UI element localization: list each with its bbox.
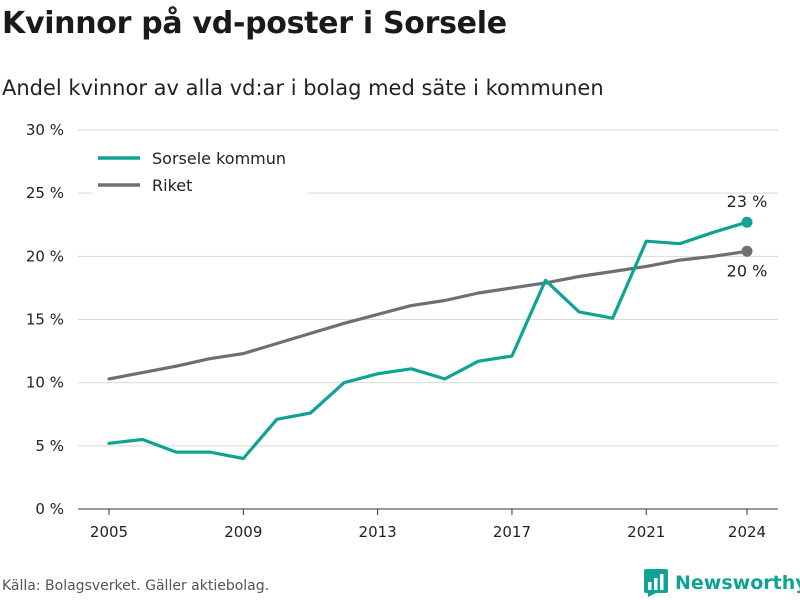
bar-chart-logo-icon <box>644 569 668 597</box>
y-tick-label: 0 % <box>35 500 64 518</box>
legend-box <box>92 146 308 196</box>
x-tick-label: 2013 <box>359 523 397 541</box>
y-tick-label: 30 % <box>26 121 64 139</box>
chart-subtitle: Andel kvinnor av alla vd:ar i bolag med … <box>2 76 604 100</box>
y-tick-label: 10 % <box>26 374 64 392</box>
line-chart: 0 % 5 % 10 % 15 % 20 % 25 % 30 % 2005 2009 2013 20… <box>26 121 778 541</box>
series-line-sorsele <box>107 220 749 461</box>
end-label-sorsele: 23 % <box>727 192 768 211</box>
series-line-riket <box>107 249 749 381</box>
y-tick-label: 25 % <box>26 184 64 202</box>
end-label-riket: 20 % <box>727 261 768 280</box>
x-tick-label: 2005 <box>90 523 128 541</box>
end-point-riket <box>741 245 753 257</box>
legend-label-sorsele: Sorsele kommun <box>152 149 286 168</box>
y-tick-label: 20 % <box>26 247 64 265</box>
x-tick-label: 2021 <box>627 523 665 541</box>
y-tick-label: 5 % <box>35 437 64 455</box>
y-tick-label: 15 % <box>26 311 64 329</box>
legend-label-riket: Riket <box>152 176 192 195</box>
x-tick-label: 2017 <box>493 523 531 541</box>
end-point-sorsele <box>741 216 753 228</box>
brand-logo: Newsworthy <box>644 568 800 598</box>
x-tick-label: 2024 <box>728 523 766 541</box>
source-note: Källa: Bolagsverket. Gäller aktiebolag. <box>2 578 270 594</box>
x-tick-label: 2009 <box>224 523 262 541</box>
chart-title: Kvinnor på vd-poster i Sorsele <box>2 6 507 41</box>
brand-name: Newsworthy <box>675 572 800 594</box>
